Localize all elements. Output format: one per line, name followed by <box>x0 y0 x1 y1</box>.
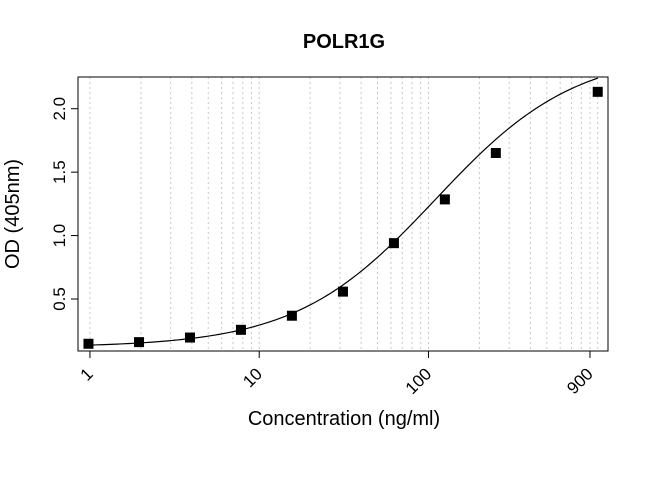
data-point <box>337 286 348 297</box>
x-tick-label: 1 <box>77 364 97 384</box>
x-tick-label: 100 <box>402 364 435 397</box>
y-tick-label: 2.0 <box>50 97 69 121</box>
y-axis-label: OD (405nm) <box>2 159 24 269</box>
y-tick-label: 1.5 <box>50 160 69 184</box>
y-axis: 0.5 1.0 1.5 2.0 <box>50 97 78 311</box>
data-point <box>439 194 450 205</box>
data-point <box>83 338 94 349</box>
x-tick-label: 900 <box>563 364 596 397</box>
data-point <box>592 86 603 97</box>
x-tick-label: 10 <box>239 364 266 391</box>
data-point <box>490 147 501 158</box>
x-axis: 1 10 100 900 <box>77 351 597 398</box>
plot-frame <box>77 76 609 352</box>
data-point <box>134 337 145 348</box>
data-points <box>83 86 603 349</box>
y-tick-label: 1.0 <box>50 224 69 248</box>
data-point <box>286 310 297 321</box>
data-point <box>235 324 246 335</box>
grid-lines <box>89 77 599 351</box>
data-point <box>184 332 195 343</box>
chart-title: POLR1G <box>303 31 385 53</box>
fit-curve <box>88 77 598 346</box>
y-tick-label: 0.5 <box>50 287 69 311</box>
fit-curve-line <box>88 77 598 346</box>
x-axis-label: Concentration (ng/ml) <box>248 408 440 430</box>
data-point <box>388 238 399 249</box>
